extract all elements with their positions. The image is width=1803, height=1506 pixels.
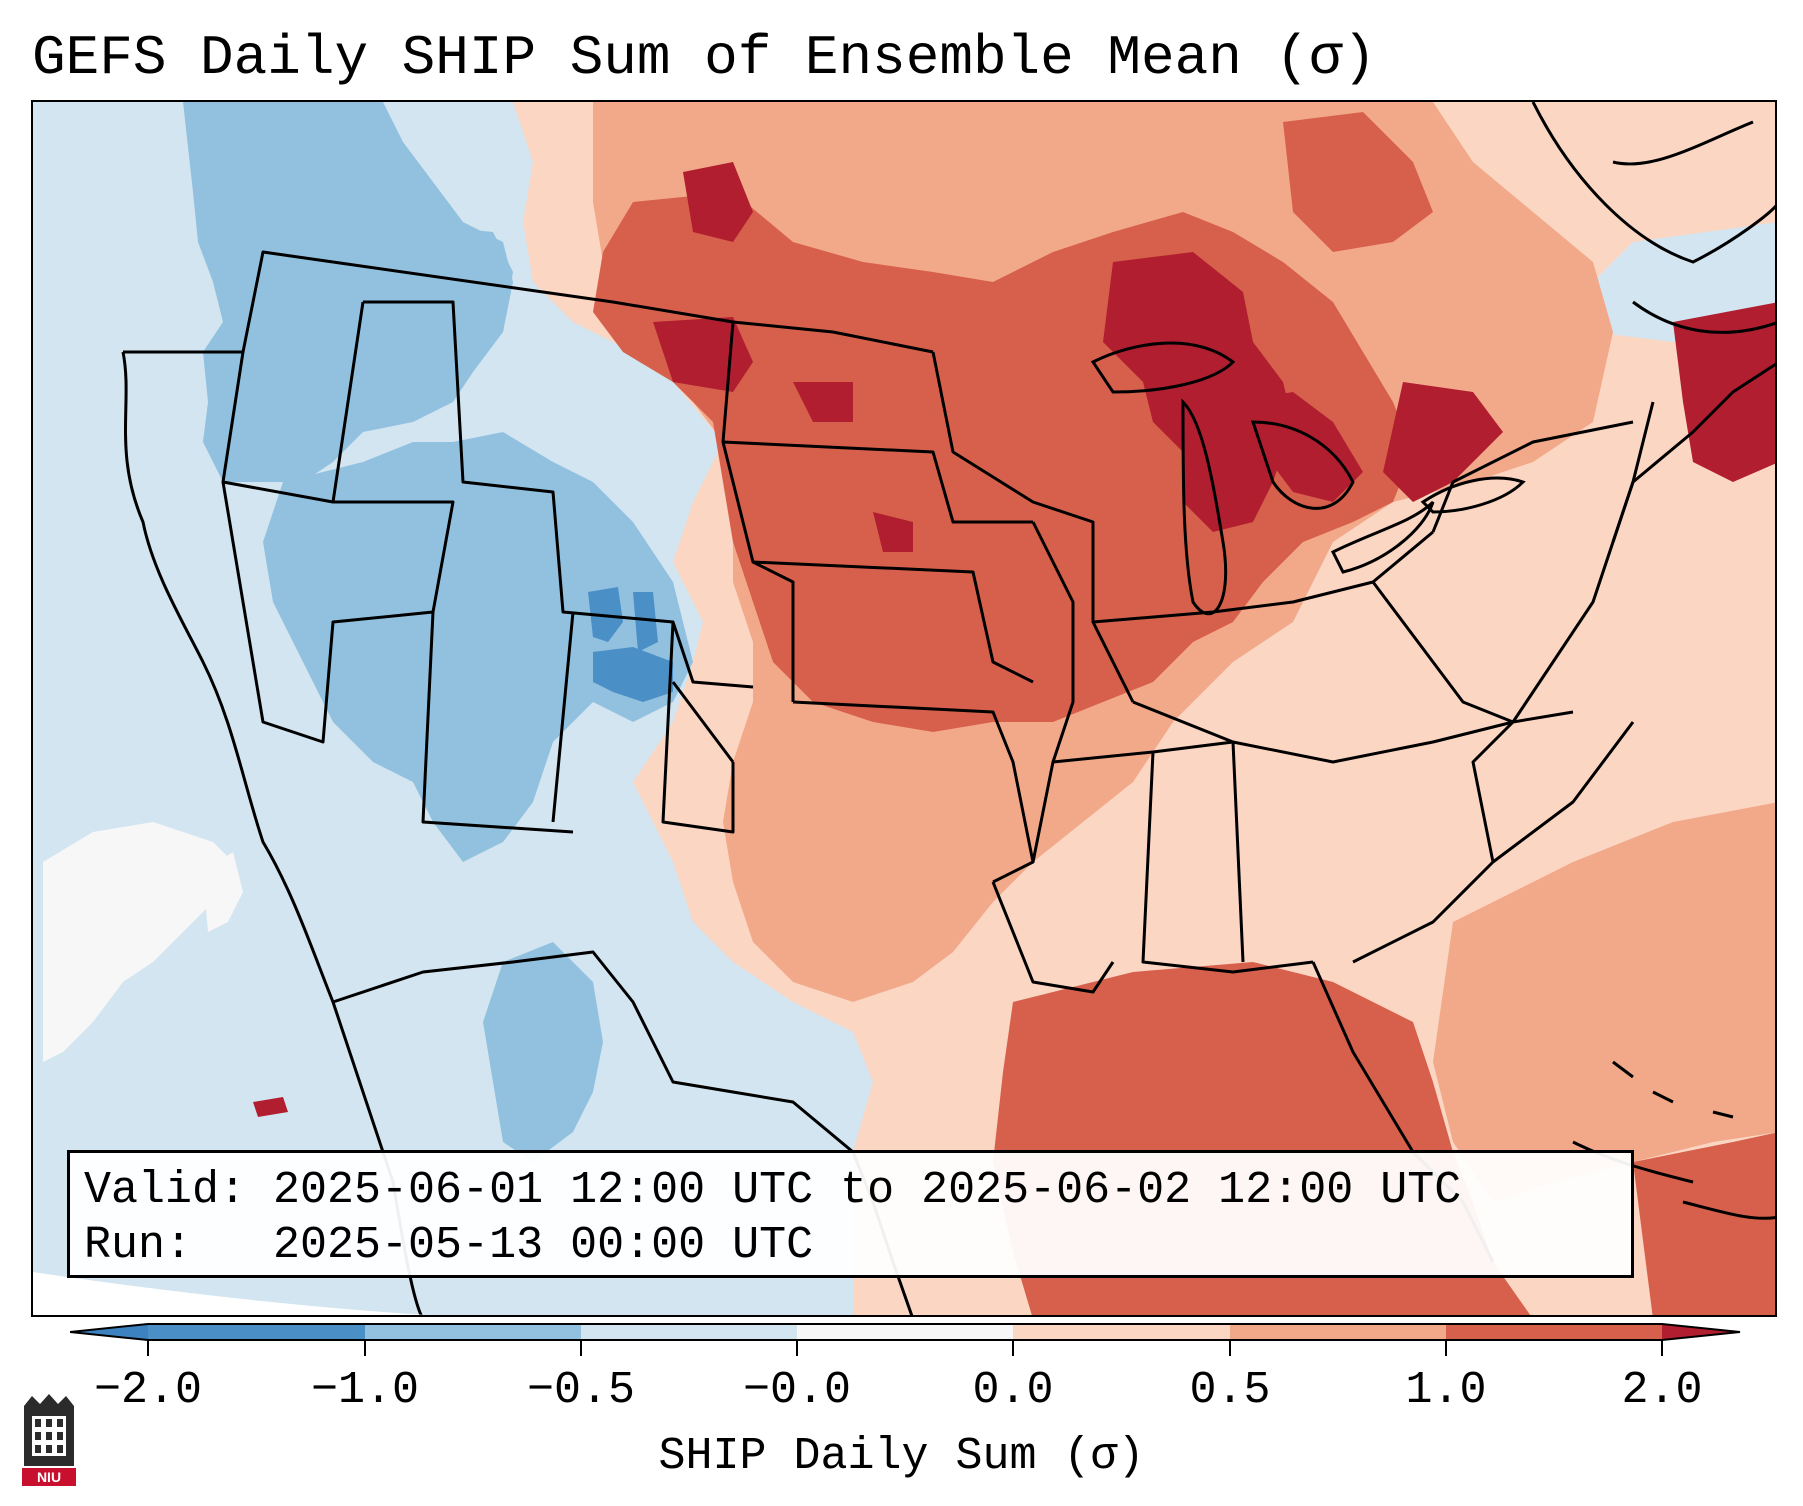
colorbar-tick-label: −2.0 xyxy=(93,1365,203,1416)
colorbar-segment xyxy=(148,1324,365,1340)
valid-time-line: Valid: 2025-06-01 12:00 UTC to 2025-06-0… xyxy=(84,1165,1462,1216)
colorbar-tick-label: 0.0 xyxy=(972,1365,1054,1416)
niu-logo-icon: NIU xyxy=(22,1394,76,1486)
colorbar-tick-label: 1.0 xyxy=(1405,1365,1487,1416)
map-panel xyxy=(31,100,1777,1317)
colorbar-over-arrow xyxy=(1662,1324,1740,1340)
colorbar xyxy=(70,1323,1741,1356)
colorbar-segment xyxy=(1230,1324,1446,1340)
colorbar-tick-label: −1.0 xyxy=(310,1365,420,1416)
northeast-coastlines xyxy=(1531,102,1775,334)
colorbar-segment xyxy=(797,1324,1013,1340)
field-patch-great-basin-blue xyxy=(263,432,693,1162)
run-time-line: Run: 2025-05-13 00:00 UTC xyxy=(84,1220,814,1271)
great-lakes-outlines xyxy=(1090,341,1526,616)
field-patch-atlantic-moderate xyxy=(1433,802,1775,1202)
field-patch-baja-red-fleck xyxy=(253,1097,288,1117)
colorbar-under-arrow xyxy=(70,1324,148,1340)
colorbar-segment xyxy=(581,1324,797,1340)
colorbar-tick-label: 2.0 xyxy=(1621,1365,1703,1416)
colorbar-tick-label: −0.0 xyxy=(742,1365,852,1416)
colorbar-label: SHIP Daily Sum (σ) xyxy=(658,1431,1145,1482)
valid-time-info-box: Valid: 2025-06-01 12:00 UTC to 2025-06-0… xyxy=(67,1150,1634,1278)
figure-title: GEFS Daily SHIP Sum of Ensemble Mean (σ) xyxy=(32,26,1377,90)
colorbar-segment xyxy=(1013,1324,1230,1340)
field-patch-baja-neutral xyxy=(43,822,243,1062)
field-patch-colorado-blue xyxy=(588,587,673,702)
logo-text: NIU xyxy=(37,1469,61,1485)
field-patch-darkest-red xyxy=(653,162,1775,1242)
projection-edge xyxy=(33,1272,427,1315)
map-canvas xyxy=(33,102,1775,1315)
colorbar-tick-label: 0.5 xyxy=(1189,1365,1271,1416)
colorbar-segment xyxy=(1446,1324,1662,1340)
colorbar-tick-label: −0.5 xyxy=(526,1365,636,1416)
colorbar-tick-marks xyxy=(147,1340,1663,1356)
colorbar-segment xyxy=(365,1324,581,1340)
